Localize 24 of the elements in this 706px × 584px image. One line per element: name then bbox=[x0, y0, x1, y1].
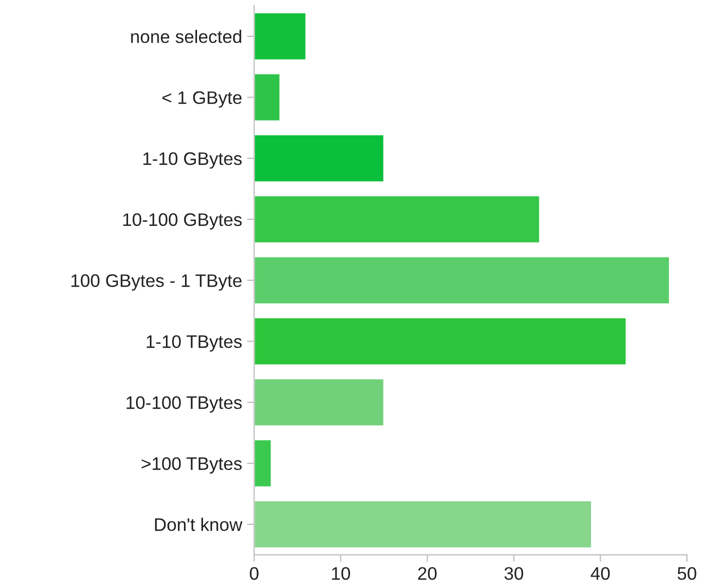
bar bbox=[254, 134, 385, 183]
y-tick-label: 10-100 TBytes bbox=[126, 396, 242, 413]
bar bbox=[254, 438, 272, 488]
y-tick-label: Don't know bbox=[155, 518, 242, 532]
y-tick-label: >100 TBytes bbox=[142, 457, 242, 474]
y-tick-label: < 1 GByte bbox=[162, 91, 242, 108]
bar bbox=[254, 500, 592, 549]
bar bbox=[254, 378, 385, 427]
y-tick-label: 1-10 GBytes bbox=[143, 152, 242, 169]
bar bbox=[254, 194, 540, 244]
bar bbox=[254, 256, 670, 305]
y-tick-label: 100 GBytes - 1 TByte bbox=[71, 274, 242, 291]
x-tick-label: 30 bbox=[504, 567, 524, 580]
y-tick-label: none selected bbox=[131, 30, 242, 44]
bar bbox=[254, 12, 307, 61]
y-tick-label: 10-100 GBytes bbox=[123, 213, 242, 230]
x-tick-label: 50 bbox=[678, 567, 696, 580]
bar bbox=[254, 316, 628, 366]
x-tick-label: 20 bbox=[418, 567, 437, 580]
y-tick-label: 1-10 TBytes bbox=[146, 335, 242, 352]
bar bbox=[254, 72, 281, 122]
x-tick-label: 40 bbox=[590, 567, 610, 580]
x-tick-label: 10 bbox=[332, 567, 350, 580]
x-tick-label: 0 bbox=[250, 567, 258, 580]
